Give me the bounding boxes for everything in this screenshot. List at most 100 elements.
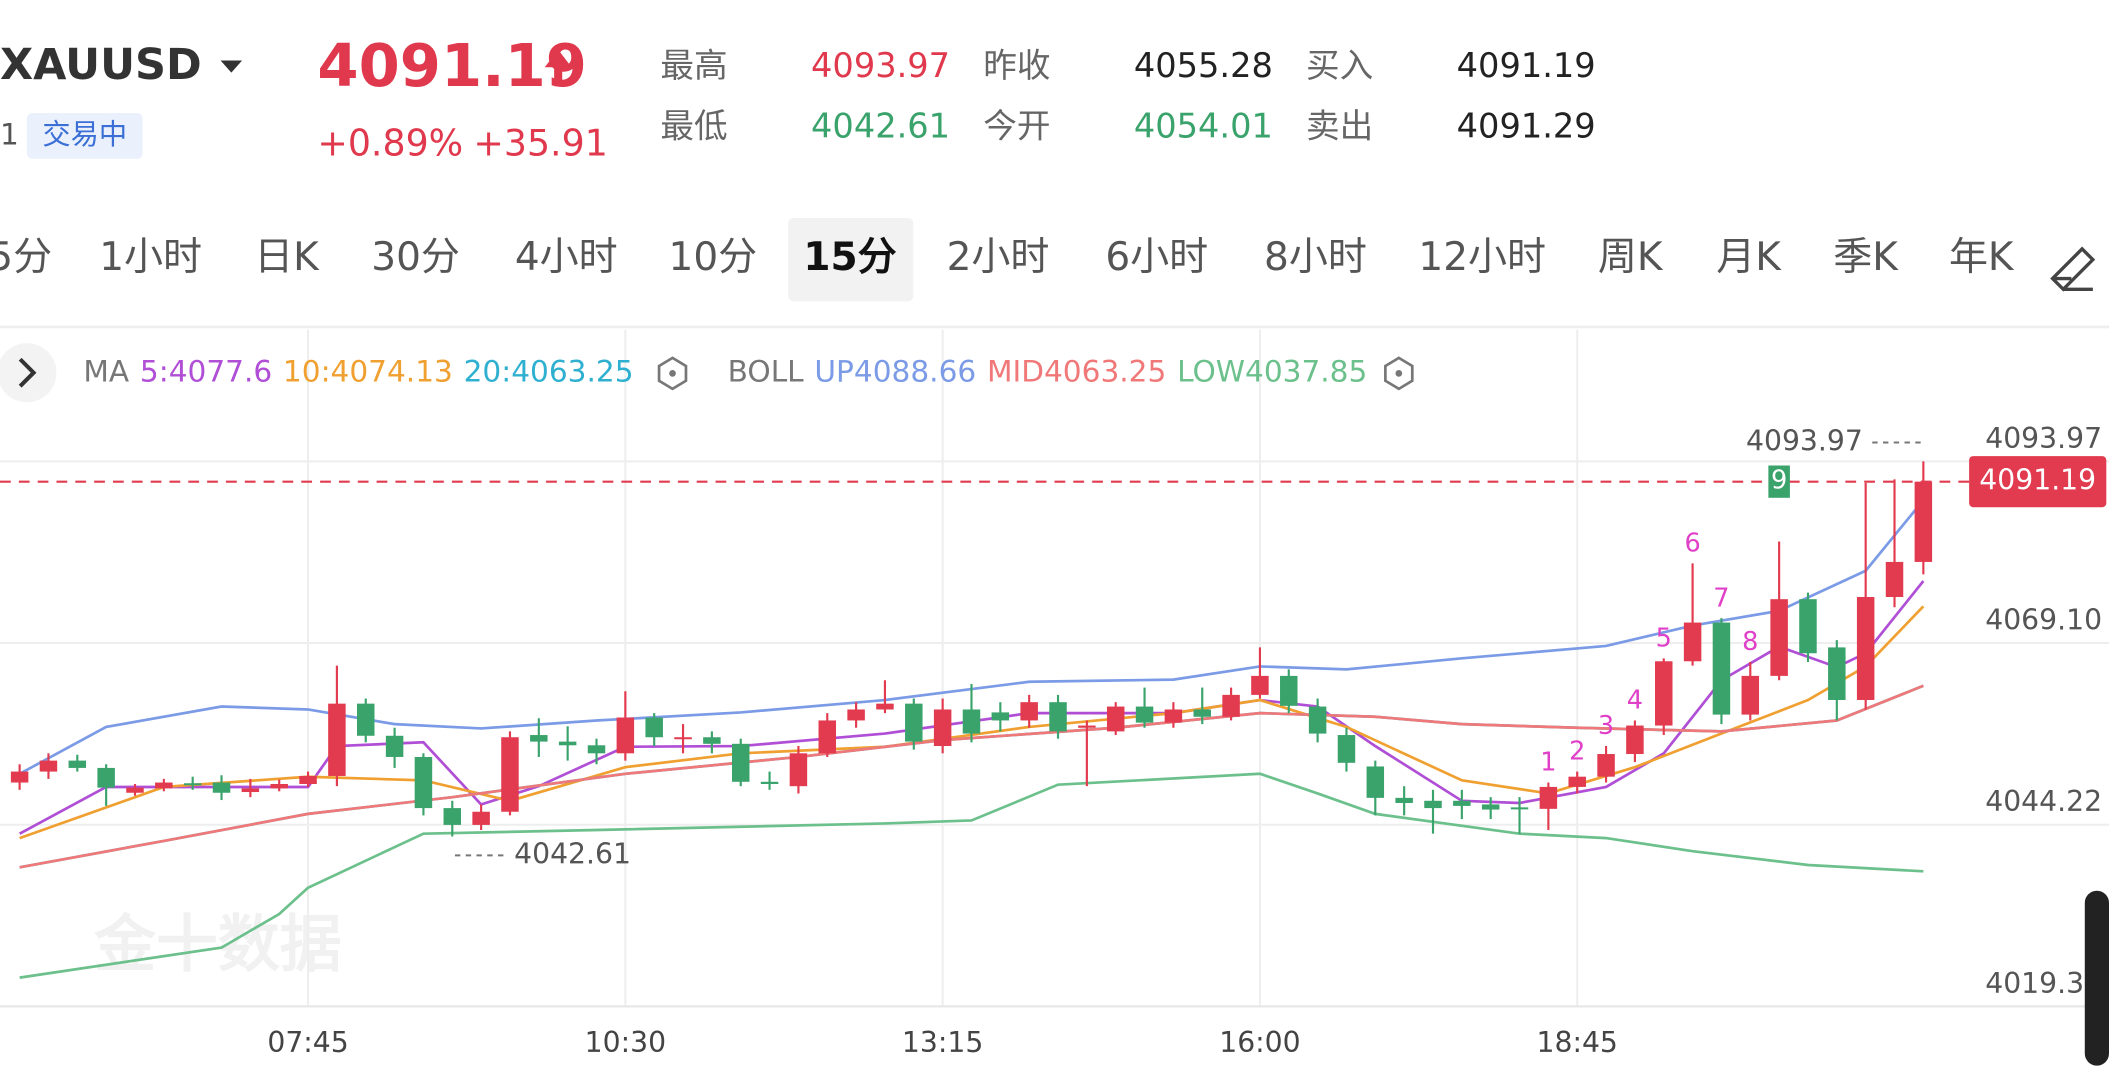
x-tick-label: 10:30 [585, 1026, 666, 1059]
candle-body [645, 717, 663, 738]
status-prefix: 1 [0, 117, 19, 151]
candle-body [616, 717, 635, 754]
stat-value: 4091.29 [1457, 106, 1596, 145]
td-label: 3 [1598, 711, 1614, 741]
candle-body [1280, 675, 1298, 706]
candle-body [1078, 725, 1096, 728]
tabs: 5分 1小时 日K 30分 4小时 10分 15分 2小时 6小时 8小时 12小时 周K 月K 季K 年K [0, 235, 2015, 280]
candle-body [1395, 797, 1413, 803]
candle-body [39, 760, 58, 772]
stats: 最高 4093.97 最低 4042.61 昨收 4055.28 今开 4054.01 买入 40… [660, 46, 1595, 146]
last-price-label: 4091.19 [1979, 464, 2096, 497]
symbol-dropdown[interactable] [220, 60, 243, 73]
stat-value: 4093.97 [811, 46, 950, 85]
stat-label: 昨收 [983, 46, 1050, 85]
legend-value: 4077.6 [169, 354, 272, 388]
legend-value: 4074.13 [331, 354, 453, 388]
stat-label: 买入 [1306, 46, 1373, 85]
up-arrow [544, 49, 572, 87]
candle-body [1135, 706, 1154, 723]
candle-body [1424, 800, 1442, 809]
candle-body [1741, 675, 1760, 715]
candle-body [789, 753, 808, 787]
candle-body [1453, 800, 1471, 806]
candle-body [876, 703, 894, 710]
high-label: 4093.97 [1746, 425, 1863, 458]
indicator-settings-dot [669, 370, 676, 377]
tab[interactable]: 月K [1716, 235, 1782, 280]
tab[interactable]: 2小时 [947, 235, 1050, 280]
legend-value: 4063.25 [1044, 354, 1166, 388]
tab[interactable]: 10分 [669, 235, 758, 280]
candle-body [1366, 766, 1385, 798]
tab[interactable]: 1小时 [99, 235, 202, 280]
status: 交易中 [42, 118, 127, 151]
td-label: 5 [1656, 624, 1672, 654]
stat-value: 4055.28 [1134, 46, 1273, 85]
y-tick-label: 4019.35 [1985, 967, 2102, 1000]
indicator-settings[interactable] [657, 356, 688, 391]
candle-body [818, 720, 837, 754]
stat-value: 4054.01 [1134, 106, 1273, 145]
scroll-handle[interactable] [2084, 890, 2109, 1066]
indicator-settings[interactable] [1384, 356, 1414, 391]
tab[interactable]: 季K [1833, 235, 1899, 280]
x-tick-label: 18:45 [1537, 1026, 1618, 1059]
candle-body [1251, 675, 1269, 695]
tab[interactable]: 30分 [371, 235, 460, 280]
candle-body [991, 712, 1010, 721]
candle-body [1683, 622, 1702, 662]
indicator-legend: MA 5:4077.6 10:4074.13 20:4063.25 [83, 354, 633, 388]
tab[interactable]: 6小时 [1105, 235, 1208, 280]
candle-body [68, 760, 87, 768]
x-tick-label: 16:00 [1219, 1026, 1300, 1059]
tab[interactable]: 12小时 [1418, 235, 1546, 280]
active-tab-bg [788, 217, 914, 302]
candle-body [501, 737, 519, 812]
tab[interactable]: 15分 [803, 235, 896, 280]
td-label: 1 [1540, 748, 1556, 778]
candle-body [155, 782, 173, 789]
stat-value: 4091.19 [1457, 46, 1596, 85]
change-pct: +0.89% [317, 121, 463, 164]
legend-name: 10: [283, 354, 331, 388]
indicator-settings-dot [1395, 370, 1403, 377]
candle-body [97, 767, 115, 788]
td-label: 9 [1771, 466, 1787, 496]
candle-body [443, 808, 462, 825]
draw-tool-icon[interactable] [2050, 246, 2096, 292]
candle-body [241, 788, 260, 793]
tab[interactable]: 5分 [0, 235, 52, 280]
td-label: 8 [1742, 627, 1758, 657]
candle-body [1828, 647, 1846, 700]
low-label: 4042.61 [514, 837, 631, 870]
candle-body [1626, 725, 1644, 755]
candle-body [1799, 599, 1817, 654]
td-label: 2 [1569, 737, 1585, 767]
tab[interactable]: 8小时 [1264, 235, 1367, 280]
stat-label: 今开 [983, 106, 1050, 145]
candle-body [1712, 622, 1731, 715]
legend-name: UP [814, 354, 853, 388]
candle-body [1770, 599, 1788, 676]
candle-body [1222, 694, 1240, 717]
tab[interactable]: 日K [254, 235, 320, 280]
stat-label: 卖出 [1306, 106, 1373, 145]
candle-body [1510, 807, 1529, 810]
tab[interactable]: 4小时 [515, 235, 618, 280]
tab[interactable]: 年K [1949, 235, 2015, 280]
y-tick-label: 4093.97 [1985, 422, 2102, 455]
candle-body [1568, 776, 1586, 787]
candle-body [126, 787, 144, 793]
legend-name: 5: [140, 354, 169, 388]
legend-name: 20: [464, 354, 512, 388]
candle-body [933, 709, 952, 747]
expand-button[interactable] [0, 343, 57, 403]
symbol[interactable]: XAUUSD [0, 40, 202, 90]
candle-body [1856, 596, 1875, 700]
candle-body [1337, 735, 1356, 763]
indicator-title: BOLL [728, 354, 805, 388]
tab[interactable]: 周K [1598, 235, 1664, 280]
